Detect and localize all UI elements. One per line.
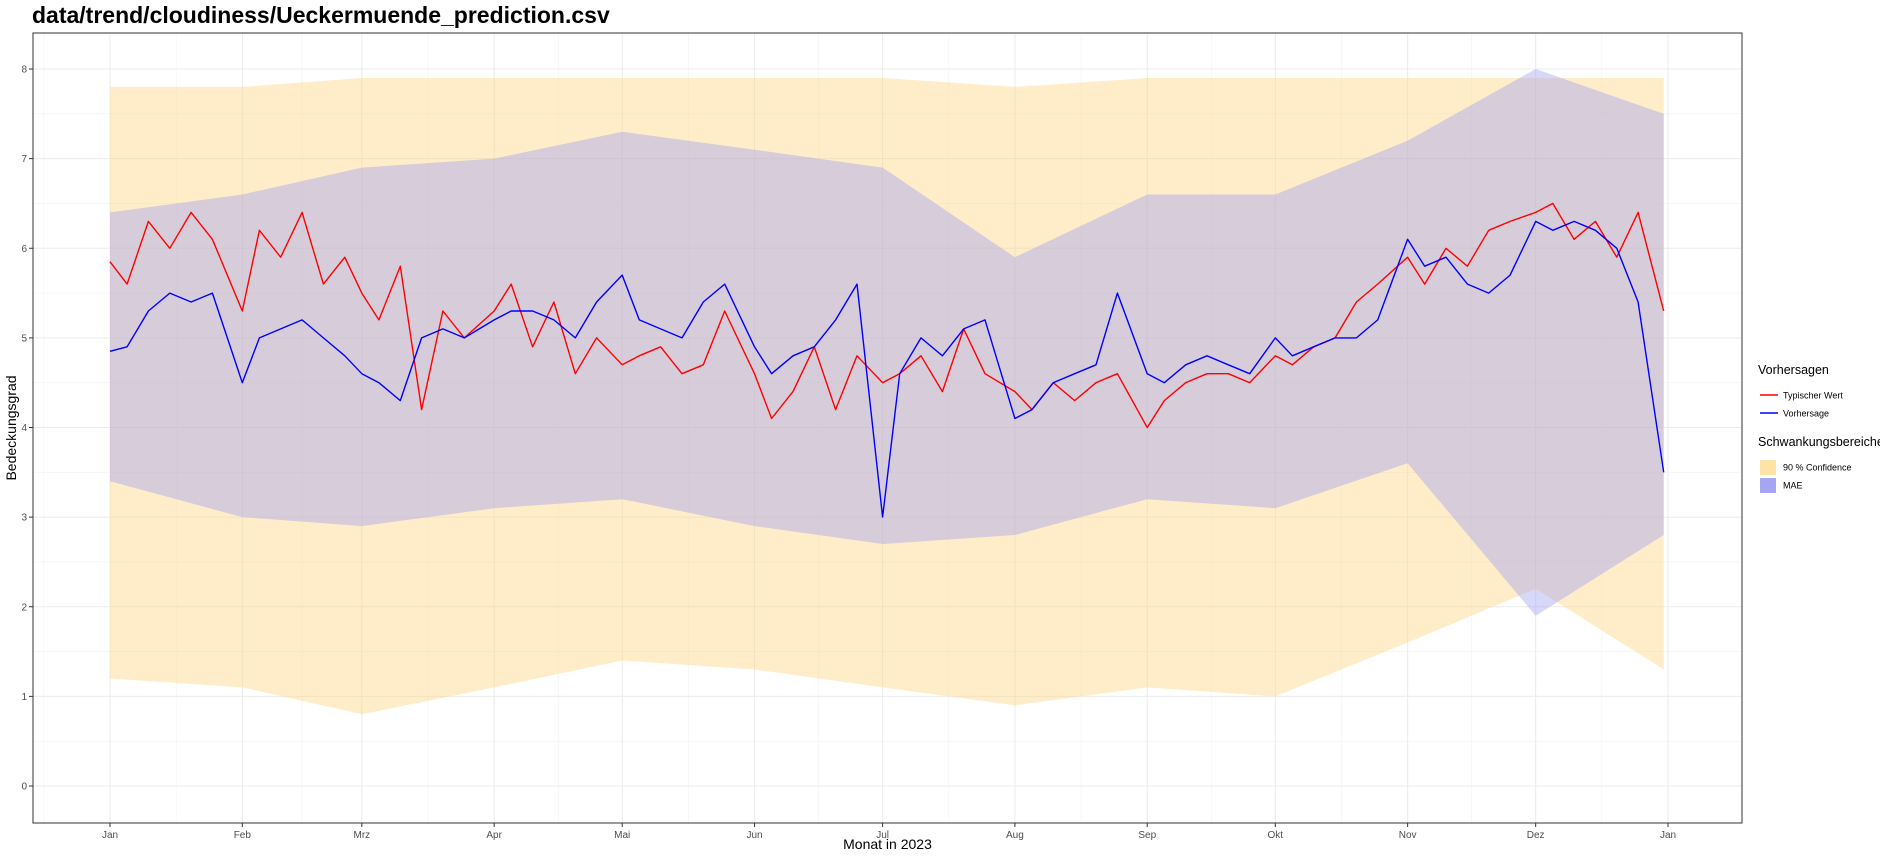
legend: Vorhersagen Typischer Wert Vorhersage Schwa… — [1758, 363, 1880, 493]
y-tick-label: 1 — [21, 692, 27, 703]
x-tick-label: Jan — [102, 830, 118, 841]
series-line-vorhersage — [109, 220, 1665, 518]
legend-item-mae-label: MAE — [1783, 481, 1803, 491]
y-tick-label: 8 — [21, 65, 27, 76]
band-90-confidence — [110, 78, 1664, 715]
x-tick-label: Mai — [614, 830, 630, 841]
x-tick-label: Dez — [1527, 830, 1545, 841]
y-tick-label: 7 — [21, 154, 27, 165]
legend-title: Schwankungsbereiche — [1758, 435, 1880, 449]
chart-title: data/trend/cloudiness/Ueckermuende_predi… — [32, 2, 610, 28]
x-tick-label: Jun — [746, 830, 762, 841]
grid — [33, 33, 1742, 823]
x-tick-label: Apr — [486, 830, 502, 841]
x-tick-label: Mrz — [354, 830, 371, 841]
legend-item-vorhersage-label: Vorhersage — [1783, 409, 1829, 419]
y-tick-label: 5 — [21, 333, 27, 344]
series-line-typischer-wert — [109, 202, 1665, 429]
x-tick-label: Jul — [876, 830, 889, 841]
x-tick-label: Nov — [1399, 830, 1417, 841]
band-mae — [110, 69, 1664, 616]
x-tick-label: Sep — [1138, 830, 1156, 841]
legend-item-mae-key — [1760, 478, 1776, 493]
x-tick-label: Aug — [1006, 830, 1024, 841]
x-axis-title: Monat in 2023 — [843, 836, 932, 852]
y-tick-label: 3 — [21, 513, 27, 524]
legend-item-typischer-wert-label: Typischer Wert — [1783, 391, 1843, 401]
y-axis-title: Bedeckungsgrad — [3, 375, 19, 480]
legend-title: Vorhersagen — [1758, 363, 1829, 377]
y-tick-label: 2 — [21, 602, 27, 613]
y-tick-label: 6 — [21, 244, 27, 255]
x-tick-label: Feb — [234, 830, 252, 841]
legend-item-90-confidence-key — [1760, 460, 1776, 475]
y-tick-label: 4 — [21, 423, 27, 434]
x-tick-label: Jan — [1660, 830, 1676, 841]
x-tick-label: Okt — [1268, 830, 1284, 841]
y-tick-label: 0 — [21, 782, 27, 793]
legend-item-90-confidence-label: 90 % Confidence — [1783, 463, 1852, 473]
